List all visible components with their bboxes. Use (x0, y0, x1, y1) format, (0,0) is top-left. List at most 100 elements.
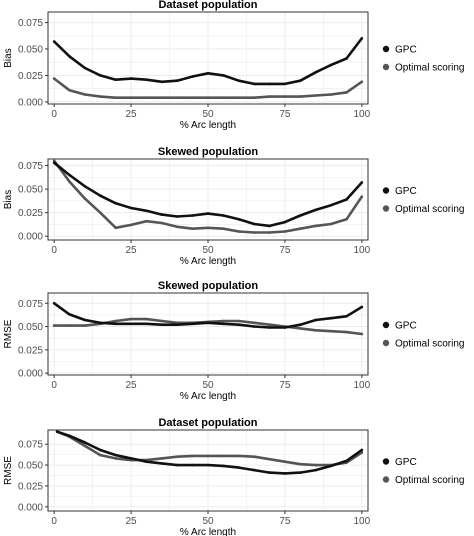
chart-title: Skewed population (158, 280, 259, 292)
x-axis-label: % Arc length (180, 527, 236, 536)
data-point-optimal-scoring (222, 96, 225, 99)
data-point-optimal-scoring (206, 226, 210, 230)
data-point-optimal-scoring (99, 211, 102, 214)
data-point-gpc (129, 322, 133, 326)
data-point-optimal-scoring (129, 96, 133, 99)
x-axis-label: % Arc length (180, 391, 236, 402)
legend-label: Optimal scoring (395, 339, 464, 350)
data-point-gpc (360, 181, 364, 184)
data-point-optimal-scoring (68, 89, 71, 92)
data-point-optimal-scoring (268, 457, 271, 461)
data-point-gpc (329, 63, 333, 67)
data-point-gpc (160, 462, 164, 465)
data-point-optimal-scoring (314, 463, 318, 467)
chart-panel-3: 0 25 50 75 100 0.000 0.025 0.050 0.075 Skewed pop… (3, 280, 464, 402)
data-point-optimal-scoring (299, 95, 302, 98)
y-tick-label: 0.075 (18, 18, 43, 29)
data-point-gpc (283, 326, 287, 329)
data-point-gpc (268, 471, 271, 474)
y-tick-label: 0.075 (18, 440, 43, 451)
data-point-optimal-scoring (175, 225, 179, 229)
data-point-gpc (268, 326, 271, 329)
chart-title: Dataset population (158, 0, 257, 11)
y-tick-label: 0.000 (18, 502, 43, 513)
data-point-optimal-scoring (129, 317, 133, 321)
legend-marker-optimal-scoring (382, 205, 390, 212)
data-point-optimal-scoring (283, 460, 287, 464)
data-point-gpc (145, 78, 148, 81)
data-point-optimal-scoring (268, 231, 271, 234)
data-point-gpc (206, 463, 210, 467)
data-point-optimal-scoring (252, 321, 256, 325)
data-point-optimal-scoring (160, 319, 164, 323)
y-tick-label: 0.075 (18, 299, 43, 310)
data-point-gpc (345, 315, 348, 318)
legend-label: GPC (395, 45, 417, 56)
y-tick-label: 0.025 (18, 208, 43, 219)
data-point-optimal-scoring (114, 226, 117, 230)
y-tick-label: 0.000 (18, 369, 43, 380)
data-point-optimal-scoring (283, 230, 287, 233)
y-axis-label: RMSE (3, 456, 14, 485)
data-point-optimal-scoring (145, 96, 148, 99)
x-tick-label: 0 (51, 245, 57, 256)
data-point-gpc (175, 215, 179, 218)
data-point-gpc (160, 213, 164, 216)
data-point-gpc (345, 459, 348, 463)
data-point-gpc (237, 323, 241, 327)
data-point-optimal-scoring (175, 96, 179, 99)
legend-marker-gpc (382, 45, 390, 53)
data-point-optimal-scoring (314, 224, 318, 228)
data-point-optimal-scoring (83, 444, 87, 448)
legend-label: GPC (395, 186, 417, 197)
data-point-gpc (83, 66, 87, 70)
data-point-optimal-scoring (237, 319, 241, 323)
data-point-gpc (145, 209, 148, 213)
x-tick-label: 50 (202, 380, 214, 391)
data-point-gpc (191, 322, 194, 326)
data-point-gpc (175, 79, 179, 82)
data-point-optimal-scoring (145, 219, 148, 223)
data-point-gpc (114, 322, 117, 326)
x-tick-label: 50 (202, 109, 214, 120)
data-point-optimal-scoring (299, 327, 302, 330)
data-point-gpc (360, 37, 364, 40)
data-point-optimal-scoring (329, 222, 333, 226)
data-point-gpc (52, 161, 56, 165)
data-point-optimal-scoring (191, 96, 194, 99)
data-point-optimal-scoring (83, 197, 87, 200)
data-point-gpc (99, 321, 102, 325)
data-point-gpc (83, 185, 87, 188)
data-point-gpc (222, 214, 225, 217)
x-axis-label: % Arc length (180, 120, 236, 131)
data-point-gpc (360, 305, 364, 309)
data-point-gpc (329, 316, 333, 320)
data-point-gpc (191, 214, 194, 217)
data-point-gpc (237, 218, 241, 221)
data-point-optimal-scoring (129, 223, 133, 227)
data-point-optimal-scoring (314, 94, 318, 97)
data-point-optimal-scoring (252, 231, 256, 234)
data-point-gpc (114, 202, 117, 205)
data-point-optimal-scoring (99, 453, 102, 457)
data-point-optimal-scoring (329, 93, 333, 96)
data-point-optimal-scoring (268, 323, 271, 327)
legend-label: Optimal scoring (395, 475, 464, 486)
data-point-gpc (314, 208, 318, 212)
data-point-optimal-scoring (237, 96, 241, 99)
data-point-gpc (83, 318, 87, 322)
legend-label: Optimal scoring (395, 63, 464, 74)
data-point-optimal-scoring (345, 218, 348, 221)
data-point-gpc (114, 78, 117, 81)
x-tick-label: 50 (202, 245, 214, 256)
data-point-gpc (68, 434, 71, 438)
data-point-gpc (191, 75, 194, 78)
data-point-gpc (222, 322, 225, 326)
data-point-gpc (160, 80, 164, 84)
data-point-optimal-scoring (83, 324, 87, 327)
data-point-optimal-scoring (345, 91, 348, 94)
chart-panel-4: 0 25 50 75 100 0.000 0.025 0.050 0.075 Dataset po… (3, 417, 464, 536)
y-tick-label: 0.025 (18, 71, 43, 82)
data-point-optimal-scoring (329, 329, 333, 333)
x-tick-label: 0 (51, 109, 57, 120)
